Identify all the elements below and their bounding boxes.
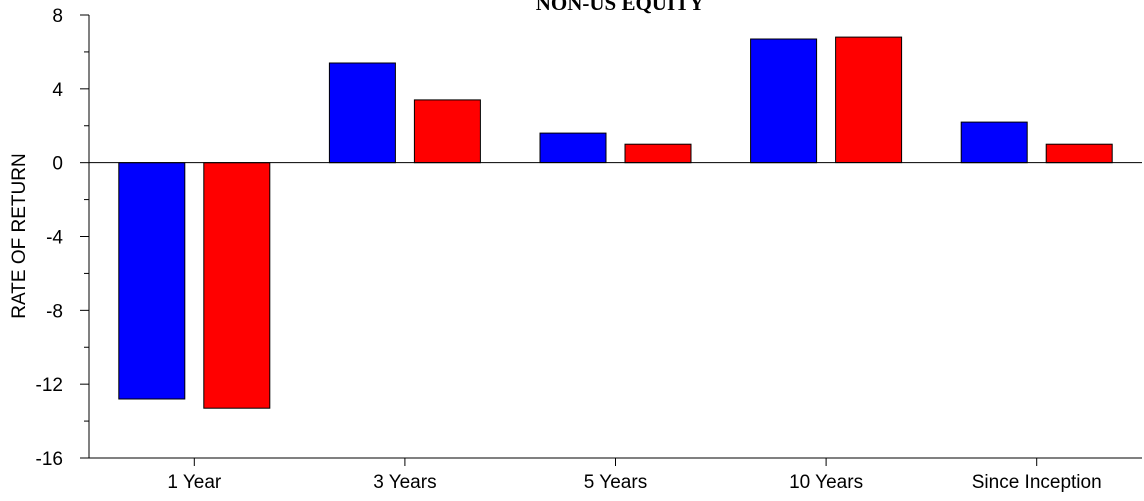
bar-series1-5-years xyxy=(539,132,607,164)
x-tick-label: 5 Years xyxy=(584,472,647,493)
x-tick-label: 3 Years xyxy=(373,472,436,493)
axes-layer: 8 4 0 -4 -8 -12 -16 1 Year 3 Years 5 Years 10 Year… xyxy=(36,6,1142,493)
bar-series1-1-year xyxy=(118,162,186,400)
y-tick-label: 0 xyxy=(52,154,63,175)
bar-series2-10-years xyxy=(835,36,903,164)
y-tick-label: -16 xyxy=(36,449,63,470)
bar-series1-10-years xyxy=(750,38,818,164)
bar-series1-3-years xyxy=(328,62,396,164)
chart-title: NON-US EQUITY xyxy=(536,0,705,15)
x-tick-label: 1 Year xyxy=(167,472,222,493)
x-tick-label: Since Inception xyxy=(972,472,1102,493)
bar-series2-5-years xyxy=(624,143,692,164)
bar-series2-3-years xyxy=(413,99,481,164)
bar-series2-since-inception xyxy=(1045,143,1113,164)
y-tick-label: -4 xyxy=(46,228,63,249)
y-tick-label: -12 xyxy=(36,375,63,396)
bar-series1-since-inception xyxy=(960,121,1028,164)
y-tick-label: -8 xyxy=(46,301,63,322)
y-axis-label: RATE OF RETURN xyxy=(9,153,30,318)
bar-series2-1-year xyxy=(203,162,271,409)
y-tick-label: 8 xyxy=(52,6,63,27)
x-tick-label: 10 Years xyxy=(789,472,863,493)
y-tick-label: 4 xyxy=(52,80,63,101)
bars-layer xyxy=(118,36,1113,409)
